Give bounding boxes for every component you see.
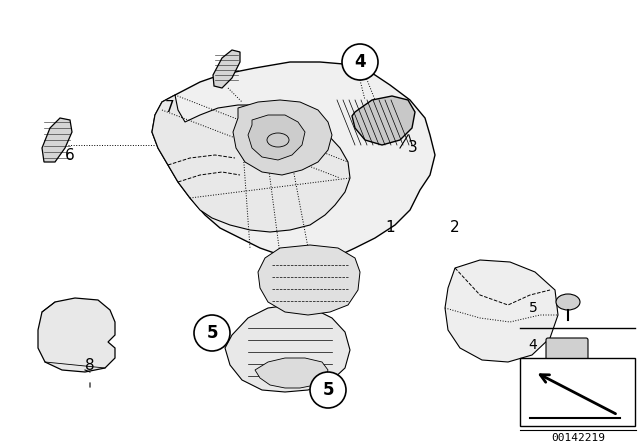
Text: 00142219: 00142219 bbox=[551, 433, 605, 443]
Polygon shape bbox=[233, 100, 332, 175]
Text: 5: 5 bbox=[529, 301, 538, 315]
Text: 2: 2 bbox=[450, 220, 460, 236]
Circle shape bbox=[194, 315, 230, 351]
Polygon shape bbox=[445, 260, 558, 362]
Polygon shape bbox=[213, 50, 240, 88]
Circle shape bbox=[342, 44, 378, 80]
Polygon shape bbox=[255, 358, 328, 388]
Polygon shape bbox=[225, 305, 350, 392]
Circle shape bbox=[310, 372, 346, 408]
Polygon shape bbox=[352, 96, 415, 145]
Text: 5: 5 bbox=[206, 324, 218, 342]
Bar bbox=[520, 358, 635, 426]
Text: 8: 8 bbox=[85, 358, 95, 374]
Polygon shape bbox=[258, 245, 360, 315]
Text: 5: 5 bbox=[323, 381, 333, 399]
Polygon shape bbox=[42, 118, 72, 162]
FancyBboxPatch shape bbox=[546, 338, 588, 362]
Polygon shape bbox=[38, 298, 115, 372]
Polygon shape bbox=[152, 95, 350, 232]
Text: 4: 4 bbox=[354, 53, 366, 71]
Text: 3: 3 bbox=[408, 141, 418, 155]
Text: 1: 1 bbox=[385, 220, 395, 236]
Ellipse shape bbox=[556, 294, 580, 310]
Polygon shape bbox=[152, 62, 435, 258]
Text: 4: 4 bbox=[529, 338, 538, 352]
Text: 7: 7 bbox=[165, 100, 175, 116]
Text: 6: 6 bbox=[65, 147, 75, 163]
Polygon shape bbox=[248, 115, 305, 160]
